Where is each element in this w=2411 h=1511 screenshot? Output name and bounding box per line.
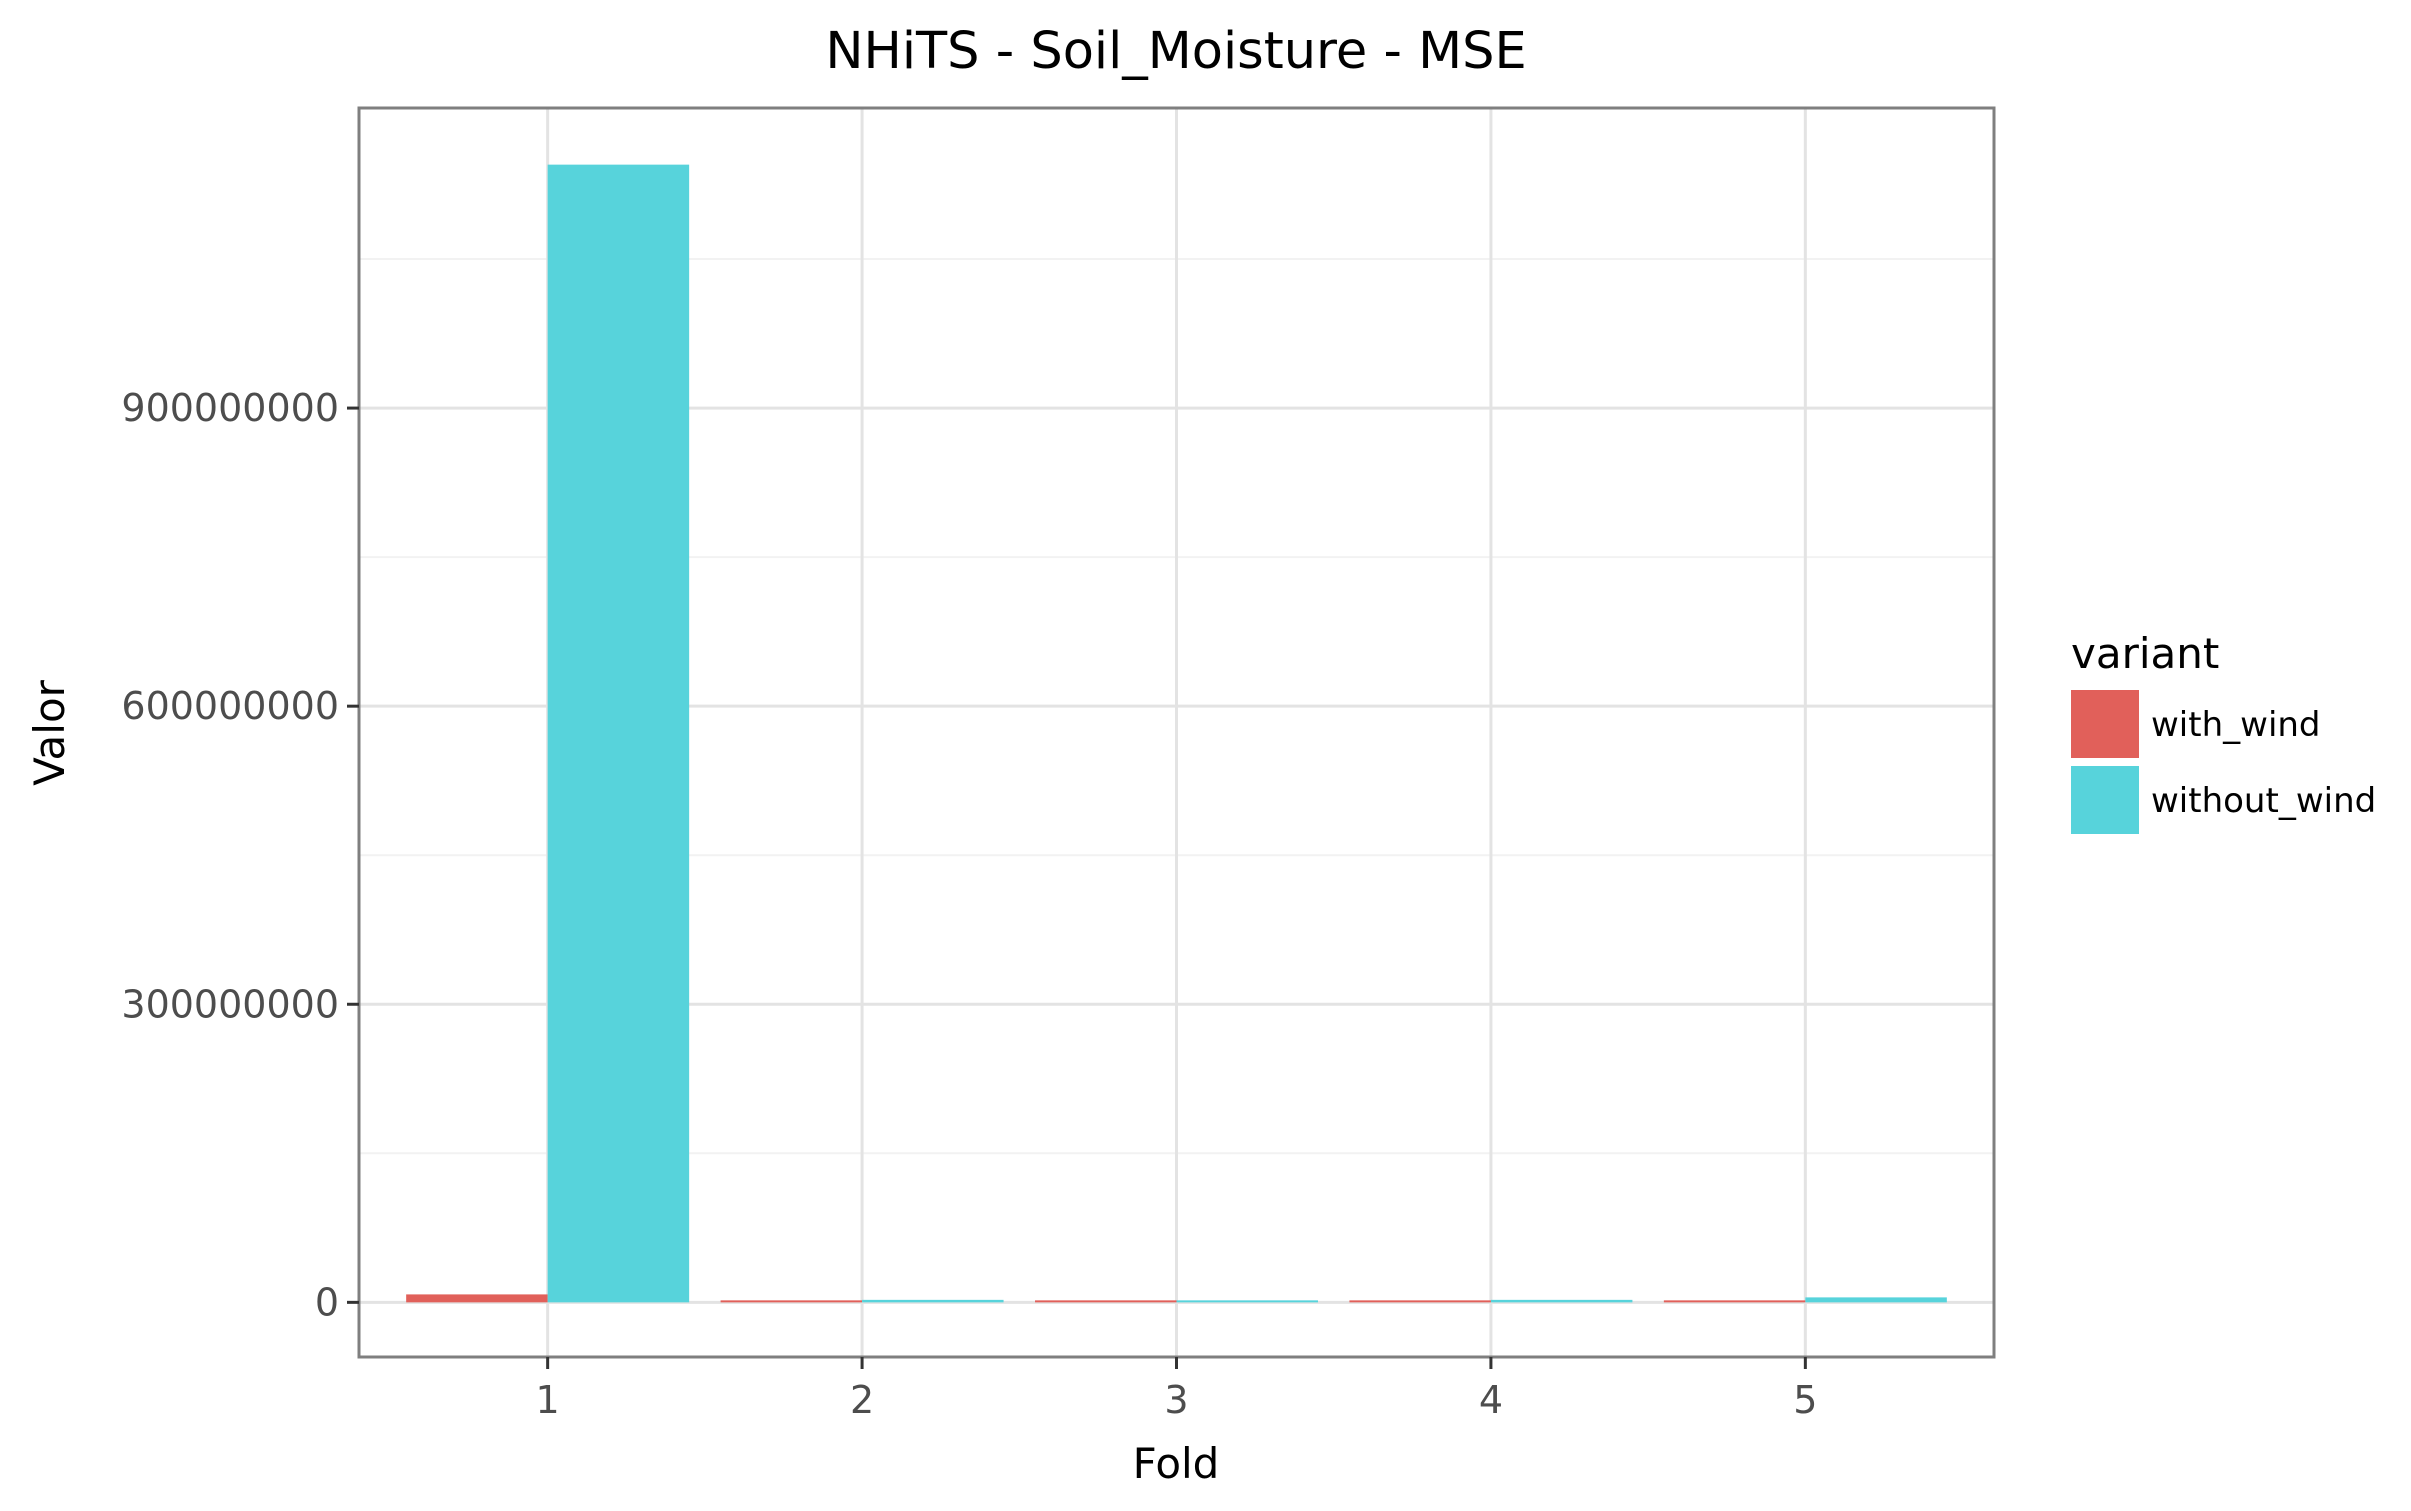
bar-with_wind-fold-3 bbox=[1035, 1300, 1177, 1303]
bar-without_wind-fold-1 bbox=[547, 164, 690, 1303]
y-tick-label: 600000000 bbox=[121, 684, 339, 728]
x-tick-label: 3 bbox=[1164, 1378, 1188, 1422]
y-axis-title: Valor bbox=[25, 679, 74, 786]
legend: variant with_wind without_wind bbox=[2071, 629, 2376, 834]
bar-with_wind-fold-5 bbox=[1663, 1300, 1806, 1303]
x-tick-label: 4 bbox=[1479, 1378, 1503, 1422]
legend-key-without_wind bbox=[2071, 766, 2139, 834]
legend-title: variant bbox=[2071, 629, 2219, 678]
x-axis: 1 2 3 4 5 bbox=[536, 1357, 1817, 1422]
legend-label-without_wind: without_wind bbox=[2151, 781, 2376, 821]
y-tick-label: 0 bbox=[315, 1280, 339, 1324]
x-tick-label: 5 bbox=[1793, 1378, 1817, 1422]
bar-with_wind-fold-4 bbox=[1349, 1300, 1491, 1303]
bar-with_wind-fold-2 bbox=[720, 1300, 863, 1303]
y-tick-label: 300000000 bbox=[121, 982, 339, 1026]
bar-with_wind-fold-1 bbox=[406, 1294, 548, 1303]
chart-title: NHiTS - Soil_Moisture - MSE bbox=[825, 22, 1526, 81]
bar-without_wind-fold-2 bbox=[862, 1299, 1004, 1303]
x-tick-label: 1 bbox=[536, 1378, 560, 1422]
bar-without_wind-fold-4 bbox=[1490, 1299, 1633, 1303]
bar-without_wind-fold-5 bbox=[1805, 1297, 1947, 1303]
legend-label-with_wind: with_wind bbox=[2151, 705, 2321, 745]
y-tick-label: 900000000 bbox=[121, 386, 339, 430]
bar-without_wind-fold-3 bbox=[1176, 1300, 1318, 1303]
x-tick-label: 2 bbox=[850, 1378, 874, 1422]
bars bbox=[406, 164, 1947, 1303]
x-axis-title: Fold bbox=[1133, 1439, 1220, 1488]
legend-key-with_wind bbox=[2071, 690, 2139, 758]
y-axis: 0 300000000 600000000 900000000 bbox=[121, 386, 359, 1324]
